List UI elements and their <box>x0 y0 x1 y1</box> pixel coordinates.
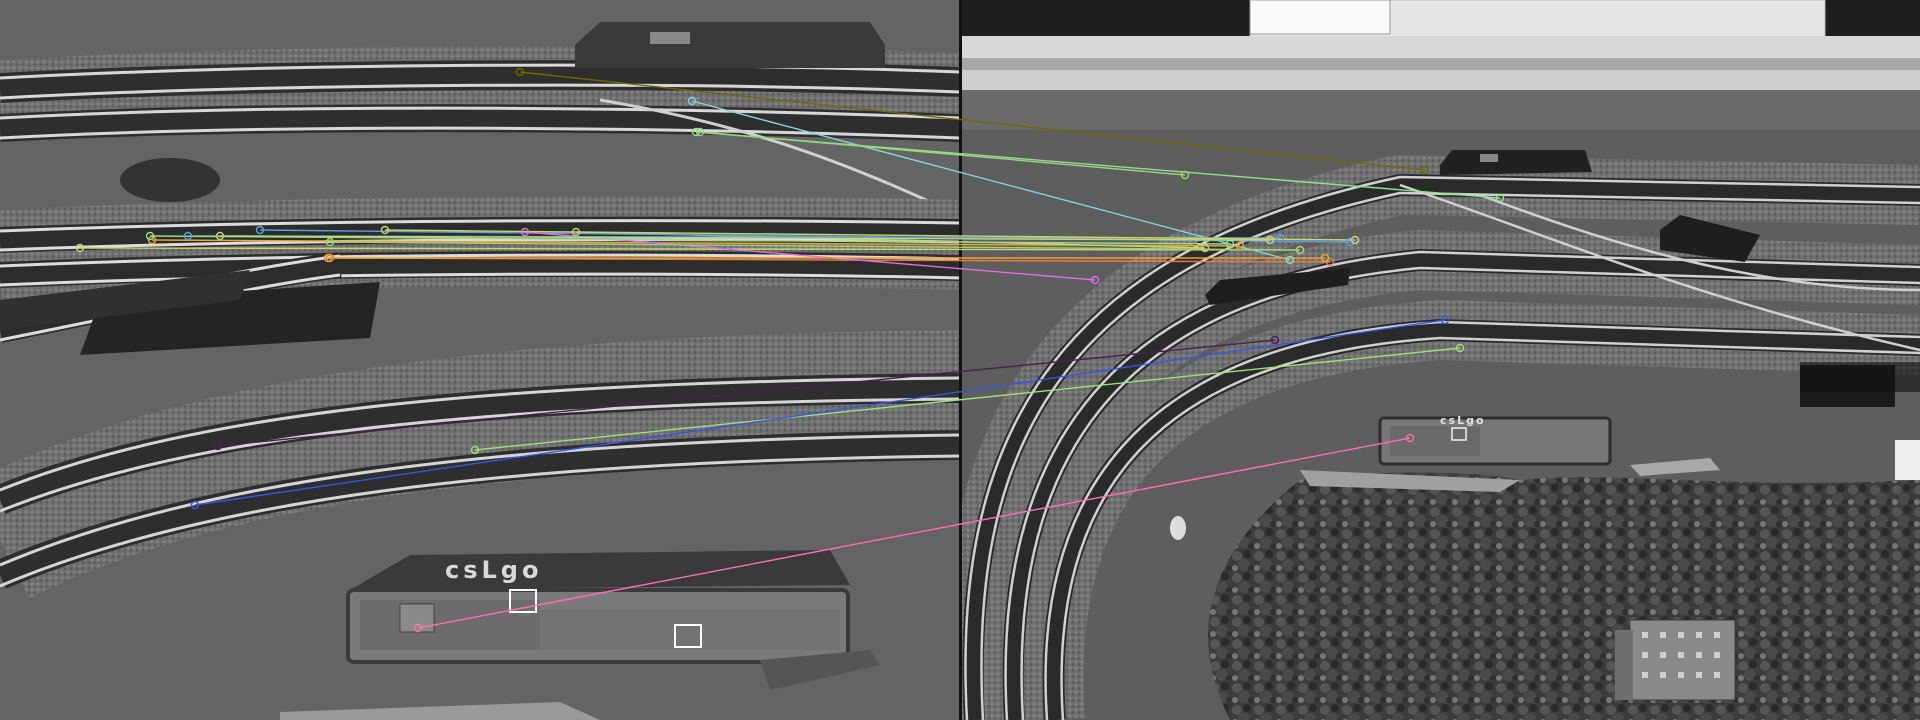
keypoint-marker <box>323 253 333 263</box>
feature-match-lines <box>79 71 1501 629</box>
left-bottom-locomotive: csLgo <box>346 550 850 664</box>
keypoint-marker <box>413 623 423 633</box>
left-top-locomotive <box>575 22 885 68</box>
left-dark-railcar <box>0 270 380 355</box>
keypoint-marker <box>75 243 85 253</box>
keypoint-marker <box>145 231 155 241</box>
left-track-lower <box>0 330 960 599</box>
match-line <box>417 437 1411 629</box>
match-line <box>149 235 1231 245</box>
left-camera-image: csLgo <box>0 0 960 720</box>
keypoint-marker <box>1350 235 1360 245</box>
keypoint-marker <box>380 225 390 235</box>
keypoint-marker <box>695 127 705 137</box>
keypoint-marker <box>1295 245 1305 255</box>
keypoint-marker <box>1405 433 1415 443</box>
match-line <box>79 247 1301 251</box>
right-top-locomotive <box>1440 150 1592 175</box>
match-line <box>519 71 1426 171</box>
right-far-railcar <box>1800 362 1920 480</box>
match-line <box>217 339 1276 447</box>
match-line <box>219 235 1271 241</box>
keypoint-marker <box>470 445 480 455</box>
keypoint-marker <box>1320 253 1330 263</box>
right-platform <box>960 0 1920 130</box>
left-dark-patch <box>120 158 220 202</box>
keypoint-marker <box>571 227 581 237</box>
keypoint-marker <box>1270 335 1280 345</box>
right-dark-railcar <box>1205 268 1350 305</box>
keypoint-marker <box>1455 343 1465 353</box>
image-divider <box>959 0 962 720</box>
keypoint-marker <box>1420 165 1430 175</box>
left-rock-strip <box>280 650 880 720</box>
keypoint-marker <box>1225 239 1235 249</box>
right-locomotive-lettering: csLgo <box>1440 414 1486 427</box>
keypoint-marker <box>1200 243 1210 253</box>
feature-keypoints <box>75 67 1505 633</box>
keypoint-marker <box>1345 237 1355 247</box>
right-pebble-strip <box>1300 470 1520 492</box>
match-line <box>194 319 1446 506</box>
match-line <box>384 229 1356 241</box>
keypoint-marker <box>1285 255 1295 265</box>
keypoint-marker <box>255 225 265 235</box>
match-line <box>329 241 1301 251</box>
keypoint-marker <box>691 127 701 137</box>
keypoint-marker <box>213 441 223 451</box>
right-switch-locomotive <box>1660 215 1760 262</box>
keypoint-marker <box>190 500 200 510</box>
keypoint-marker <box>1235 241 1245 251</box>
right-grey-locomotive: csLgo <box>1378 414 1612 466</box>
keypoint-marker <box>325 237 335 247</box>
keypoint-marker <box>515 67 525 77</box>
keypoint-marker <box>520 227 530 237</box>
keypoint-marker <box>1440 315 1450 325</box>
right-camera-image: csLgo <box>960 0 1920 720</box>
left-locomotive-lettering: csLgo <box>445 556 542 584</box>
keypoint-marker <box>687 96 697 106</box>
keypoint-marker <box>1495 193 1505 203</box>
right-pebble-strip-2 <box>1630 458 1720 476</box>
keypoint-marker <box>1275 233 1285 243</box>
keypoint-marker <box>1265 235 1275 245</box>
right-white-rock <box>1170 516 1186 540</box>
keypoint-marker <box>1180 170 1190 180</box>
keypoint-marker <box>1325 257 1335 267</box>
keypoint-marker <box>215 231 225 241</box>
right-rock-pile <box>1208 472 1920 720</box>
keypoint-marker <box>147 235 157 245</box>
match-line <box>691 100 1291 261</box>
keypoint-marker <box>1090 275 1100 285</box>
keypoint-marker <box>183 231 193 241</box>
right-building <box>1615 619 1736 701</box>
match-line <box>699 131 1186 176</box>
match-line <box>474 347 1461 451</box>
